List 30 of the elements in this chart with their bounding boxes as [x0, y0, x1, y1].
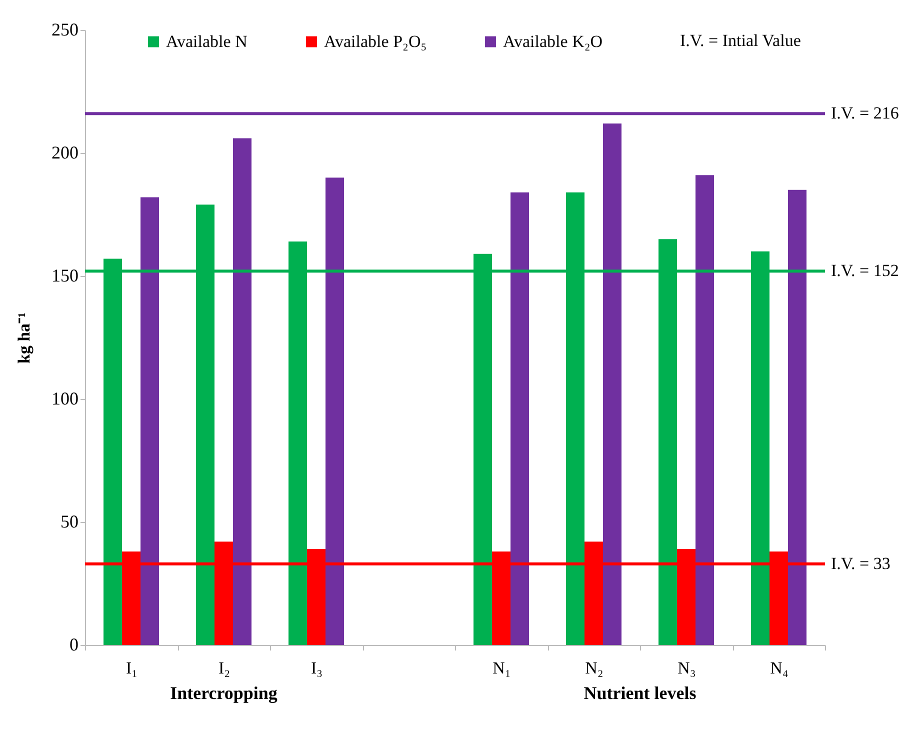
bar: [788, 190, 806, 645]
x-tick-label: N₂: [585, 658, 604, 678]
x-tick-label: I₃: [310, 658, 323, 678]
x-tick-label: I₂: [218, 658, 230, 678]
y-tick-label: 150: [52, 266, 78, 286]
y-tick-label: 250: [52, 20, 78, 40]
x-tick-label: N₃: [678, 658, 696, 678]
ref-line-label: I.V. = 152: [831, 261, 899, 280]
bar: [696, 175, 714, 645]
text: Nutrient levels: [584, 683, 696, 703]
ref-line-label: I.V. = 33: [831, 554, 890, 573]
legend-label: Available P₂O₅: [324, 32, 427, 51]
bar: [140, 197, 159, 645]
bar: [603, 123, 622, 645]
annotation: I.V. = Intial Value: [680, 31, 801, 50]
x-tick-label: N₁: [492, 658, 511, 678]
bar: [233, 138, 252, 645]
bar: [510, 192, 529, 645]
ref-line-label: I.V. = 216: [831, 104, 899, 123]
y-axis-title: kg ha⁻¹: [14, 312, 34, 364]
bar: [326, 178, 344, 645]
legend-label: Available N: [166, 32, 248, 51]
legend-label: Available K₂O: [503, 32, 603, 51]
text: Intercropping: [170, 683, 278, 703]
y-tick-label: 200: [52, 142, 78, 162]
y-tick-label: 100: [52, 388, 78, 408]
x-tick-label: N₄: [770, 658, 788, 678]
x-tick-label: I₁: [126, 658, 138, 678]
y-tick-label: 50: [60, 512, 78, 532]
y-tick-label: 0: [70, 634, 78, 654]
